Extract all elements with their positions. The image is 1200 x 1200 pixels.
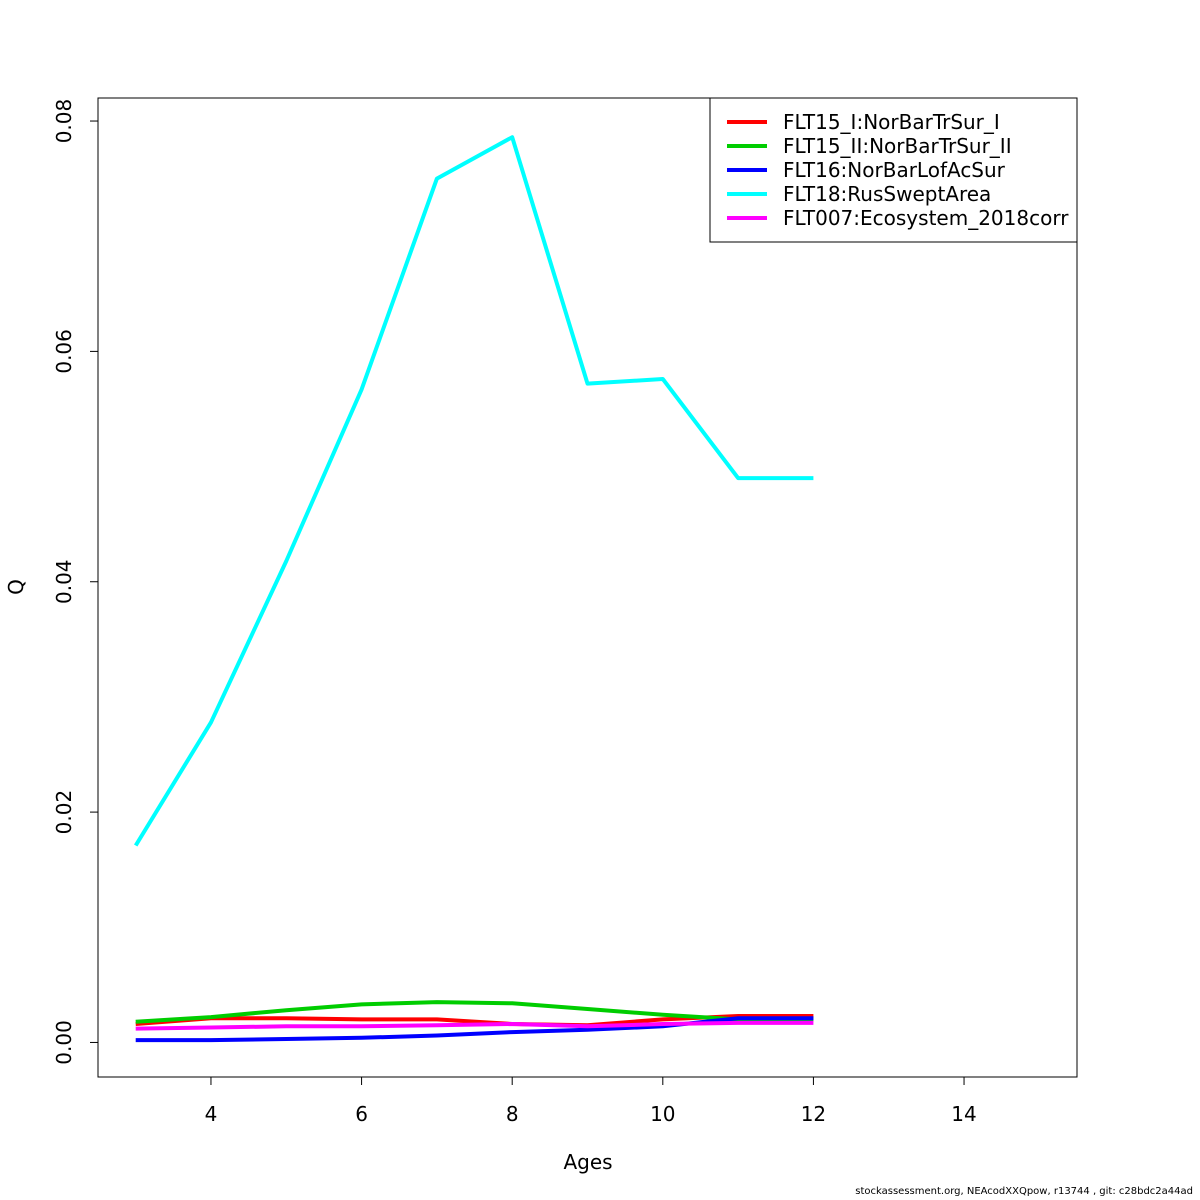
series-layer — [133, 135, 814, 1043]
x-axis-title: Ages — [563, 1150, 612, 1174]
x-tick-label: 14 — [951, 1102, 976, 1126]
y-axis-title: Q — [4, 579, 28, 595]
legend: FLT15_I:NorBarTrSur_IFLT15_II:NorBarTrSu… — [709, 97, 1078, 243]
x-tick-label: 12 — [801, 1102, 826, 1126]
series-line — [135, 1020, 814, 1031]
series-line — [135, 1000, 814, 1024]
x-tick-label: 8 — [506, 1102, 519, 1126]
x-axis: 4 6 8 10 12 14 — [205, 1076, 977, 1126]
footer-credit: stockassessment.org, NEAcodXXQpow, r1374… — [855, 1186, 1193, 1197]
plot-frame — [97, 97, 1078, 1078]
y-tick-label: 0.00 — [52, 1020, 76, 1065]
y-axis: 0.00 0.02 0.04 0.06 0.08 — [52, 99, 99, 1065]
y-tick-label: 0.04 — [52, 559, 76, 604]
x-tick-label: 6 — [355, 1102, 368, 1126]
legend-label: FLT15_I:NorBarTrSur_I — [783, 110, 1000, 134]
legend-label: FLT16:NorBarLofAcSur — [783, 158, 1006, 182]
series-line — [133, 135, 814, 847]
x-tick-label: 10 — [650, 1102, 675, 1126]
x-tick-label: 4 — [205, 1102, 218, 1126]
legend-label: FLT15_II:NorBarTrSur_II — [783, 134, 1012, 158]
legend-label: FLT18:RusSweptArea — [783, 182, 991, 206]
y-tick-label: 0.02 — [52, 790, 76, 835]
legend-box — [709, 97, 1078, 243]
legend-label: FLT007:Ecosystem_2018corr — [783, 206, 1069, 230]
y-tick-label: 0.06 — [52, 329, 76, 374]
y-tick-label: 0.08 — [52, 99, 76, 144]
